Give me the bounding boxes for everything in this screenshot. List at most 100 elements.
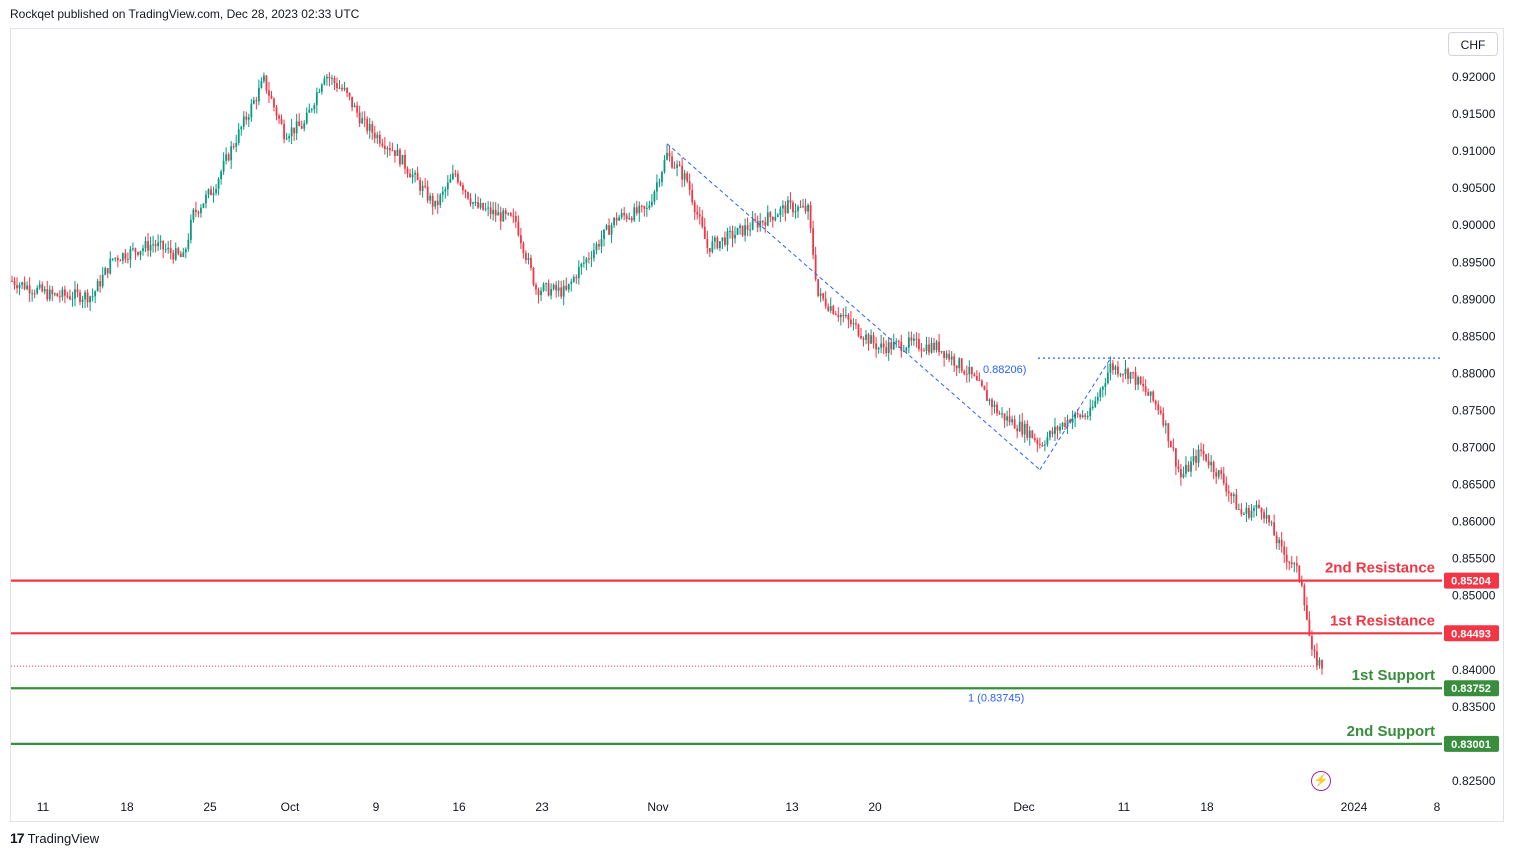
candle-body xyxy=(1167,423,1170,442)
candle-body xyxy=(706,238,709,248)
candle-body xyxy=(577,267,580,279)
candle-body xyxy=(575,277,578,279)
candle-body xyxy=(499,212,502,222)
candle-body xyxy=(64,289,66,296)
candle-body xyxy=(550,288,553,296)
candle-body xyxy=(396,149,399,156)
candle-body xyxy=(1089,407,1092,417)
chart-frame[interactable] xyxy=(10,28,1504,822)
candle-body xyxy=(343,88,346,90)
candle-body xyxy=(719,241,721,249)
candle-body xyxy=(126,259,129,261)
candle-body xyxy=(263,75,265,82)
candle-body xyxy=(53,293,56,295)
candle-body xyxy=(1127,368,1129,379)
candle-body xyxy=(691,190,694,203)
candle-body xyxy=(494,209,497,216)
brand-name: TradingView xyxy=(27,830,100,846)
candle-body xyxy=(880,343,883,348)
candle-body xyxy=(424,185,427,187)
candle-body xyxy=(212,193,215,196)
candle-body xyxy=(132,248,134,250)
candle-body xyxy=(870,335,872,344)
candle-body xyxy=(358,112,361,124)
candle-body xyxy=(474,202,477,204)
candle-body xyxy=(225,154,228,161)
candle-body xyxy=(567,283,570,290)
candle-body xyxy=(610,225,613,235)
price-tick-label: 0.85500 xyxy=(1452,552,1496,566)
level-price-label: 0.83752 xyxy=(1451,683,1491,695)
candle-body xyxy=(807,204,809,212)
candle-body xyxy=(260,81,263,88)
candle-body xyxy=(907,337,910,348)
candle-body xyxy=(184,248,187,253)
candle-body xyxy=(638,205,641,214)
candle-body xyxy=(640,205,643,207)
candle-body xyxy=(678,164,681,166)
candle-body xyxy=(348,92,351,97)
candle-body xyxy=(648,205,651,208)
candle-body xyxy=(426,186,429,201)
candle-body xyxy=(829,306,832,311)
candle-body xyxy=(33,293,36,295)
candle-body xyxy=(751,219,754,230)
candle-body xyxy=(1295,563,1298,566)
candle-body xyxy=(1134,372,1137,385)
candle-body xyxy=(1162,413,1165,426)
candle-body xyxy=(935,341,938,351)
candle-body xyxy=(484,208,487,210)
candle-body xyxy=(933,342,935,351)
candle-body xyxy=(703,226,706,239)
candle-body xyxy=(285,138,288,140)
candle-body xyxy=(1016,428,1019,432)
candle-body xyxy=(739,225,741,228)
candle-body xyxy=(109,258,112,274)
candle-body xyxy=(729,230,731,232)
candle-body xyxy=(1180,469,1182,478)
candle-body xyxy=(1237,509,1240,511)
candle-body xyxy=(1101,386,1104,390)
candle-body xyxy=(16,285,18,289)
candle-body xyxy=(855,323,857,325)
candle-body xyxy=(645,207,648,209)
candle-body xyxy=(625,215,628,219)
candle-body xyxy=(275,107,278,116)
candle-body xyxy=(451,173,454,180)
candle-body xyxy=(635,207,638,214)
candle-body xyxy=(812,228,815,255)
price-tick-label: 0.89000 xyxy=(1452,292,1496,306)
candle-body xyxy=(1187,464,1190,472)
candle-body xyxy=(1255,504,1258,509)
candle-body xyxy=(431,195,434,207)
candle-body xyxy=(1227,491,1230,494)
candle-body xyxy=(507,213,510,215)
candle-body xyxy=(1190,461,1192,472)
fib-label: 1 (0.83745) xyxy=(968,693,1024,705)
candle-body xyxy=(930,342,933,353)
candle-body xyxy=(66,295,69,297)
candle-body xyxy=(734,234,736,239)
candle-body xyxy=(492,209,495,215)
candle-body xyxy=(661,172,663,183)
candle-body xyxy=(953,356,956,366)
candle-body xyxy=(1308,619,1311,637)
candle-body xyxy=(391,150,394,152)
candle-body xyxy=(895,341,898,343)
candle-body xyxy=(600,239,603,247)
candle-body xyxy=(436,200,439,205)
footer-brand[interactable]: 17 TradingView xyxy=(10,830,99,846)
candle-body xyxy=(608,225,610,235)
candle-body xyxy=(1220,470,1223,474)
candle-body xyxy=(139,250,142,255)
candle-body xyxy=(1263,512,1265,519)
candle-body xyxy=(202,203,205,208)
currency-button[interactable]: CHF xyxy=(1448,32,1498,56)
candle-body xyxy=(970,366,973,375)
lightning-icon[interactable]: ⚡ xyxy=(1311,771,1331,791)
candle-body xyxy=(86,292,89,303)
candle-body xyxy=(195,209,197,212)
candle-body xyxy=(439,194,442,205)
candle-body xyxy=(1311,636,1313,650)
